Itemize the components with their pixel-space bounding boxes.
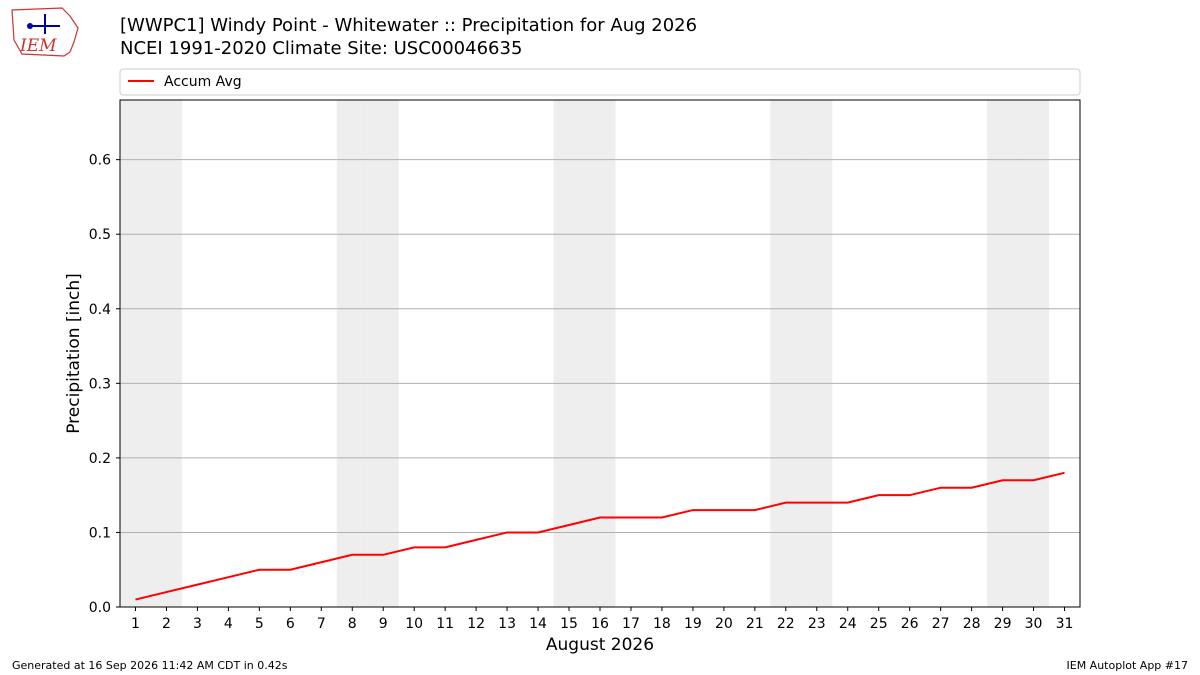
x-tick-label: 26: [901, 616, 919, 632]
x-tick-label: 22: [777, 616, 795, 632]
x-tick-label: 10: [405, 616, 423, 632]
x-tick-label: 2: [162, 616, 171, 632]
logo: IEM: [11, 7, 79, 57]
x-tick-label: 27: [932, 616, 950, 632]
y-tick-label: 0.4: [89, 302, 111, 318]
y-tick-label: 0.2: [89, 451, 111, 467]
x-tick-label: 29: [994, 616, 1012, 632]
x-tick-label: 12: [467, 616, 485, 632]
x-tick-label: 23: [808, 616, 826, 632]
x-tick-label: 1: [131, 616, 140, 632]
series-line: [135, 471, 1065, 601]
weekend-band: [150, 100, 182, 607]
weekend-band: [770, 100, 802, 607]
x-tick-label: 8: [348, 616, 357, 632]
x-tick-label: 19: [684, 616, 702, 632]
x-axis-label: August 2026: [546, 635, 654, 655]
x-tick-label: 9: [379, 616, 388, 632]
weekend-band: [553, 100, 585, 607]
y-axis-label: Precipitation [inch]: [64, 273, 84, 434]
weekend-band: [336, 100, 368, 607]
weekend-band: [1018, 100, 1050, 607]
x-tick-label: 20: [715, 616, 733, 632]
x-tick-label: 4: [224, 616, 233, 632]
x-tick-label: 11: [436, 616, 454, 632]
x-tick-label: 5: [255, 616, 264, 632]
x-tick-label: 21: [746, 616, 764, 632]
logo-text: IEM: [19, 36, 57, 56]
y-tick-label: 0.1: [89, 525, 111, 541]
legend-box: [119, 68, 1081, 96]
footer-right: IEM Autoplot App #17: [1067, 659, 1189, 672]
chart-title: [WWPC1] Windy Point - Whitewater :: Prec…: [120, 15, 697, 36]
x-tick-label: 17: [622, 616, 640, 632]
weekend-band: [801, 100, 833, 607]
x-tick-label: 16: [591, 616, 609, 632]
footer-left: Generated at 16 Sep 2026 11:42 AM CDT in…: [12, 659, 288, 672]
weekend-band: [120, 100, 151, 607]
y-tick-label: 0.3: [89, 376, 111, 392]
weekend-band: [987, 100, 1019, 607]
x-tick-label: 30: [1025, 616, 1043, 632]
y-tick-label: 0.0: [89, 600, 111, 616]
x-tick-label: 24: [839, 616, 857, 632]
x-tick-label: 7: [317, 616, 326, 632]
x-tick-label: 18: [653, 616, 671, 632]
y-tick-label: 0.6: [89, 153, 111, 169]
weekend-band: [367, 100, 399, 607]
plot-frame: [119, 99, 1081, 608]
x-tick-label: 13: [498, 616, 516, 632]
chart-subtitle: NCEI 1991-2020 Climate Site: USC00046635: [120, 38, 522, 59]
x-tick-label: 31: [1056, 616, 1074, 632]
x-tick-label: 6: [286, 616, 295, 632]
x-tick-label: 15: [560, 616, 578, 632]
x-tick-label: 3: [193, 616, 202, 632]
weekend-band: [584, 100, 616, 607]
y-tick-label: 0.5: [89, 227, 111, 243]
legend-label: Accum Avg: [164, 74, 242, 90]
x-tick-label: 14: [529, 616, 547, 632]
x-tick-label: 25: [870, 616, 888, 632]
x-tick-label: 28: [963, 616, 981, 632]
